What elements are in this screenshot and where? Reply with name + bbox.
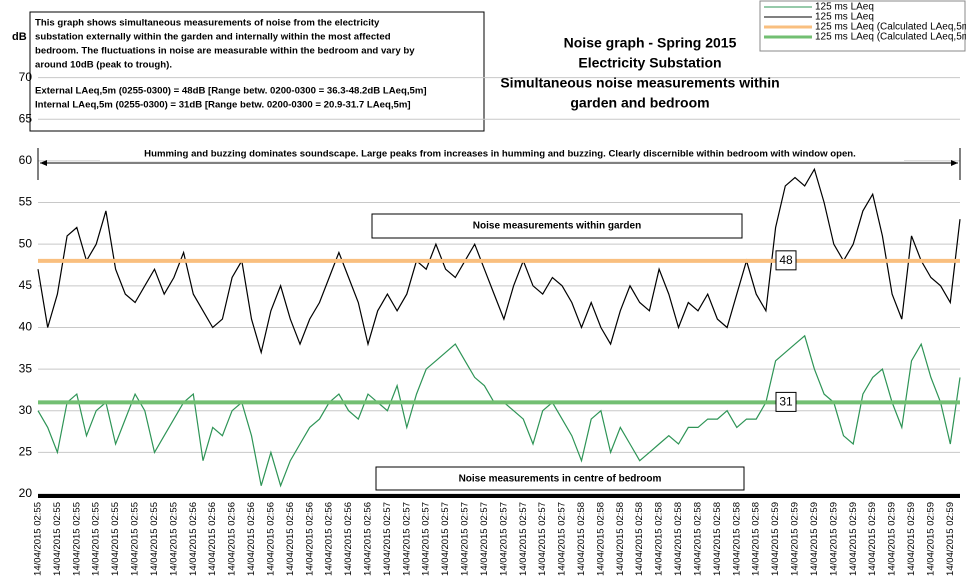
x-tick-label: 14/04/2015 02:57 (518, 502, 529, 576)
info-text: Internal LAeq,5m (0255-0300) = 31dB [Ran… (35, 100, 411, 111)
chart-title: Simultaneous noise measurements within (500, 75, 779, 91)
annotation: Noise measurements in centre of bedroom (459, 474, 662, 485)
y-tick-label: 35 (19, 361, 33, 375)
x-tick-label: 14/04/2015 02:59 (906, 502, 917, 576)
y-tick-label: 60 (19, 153, 33, 167)
x-tick-label: 14/04/2015 02:55 (91, 502, 102, 576)
x-tick-label: 14/04/2015 02:56 (304, 502, 315, 576)
x-tick-label: 14/04/2015 02:58 (595, 502, 606, 576)
value-label-box (775, 250, 797, 271)
garden-box (371, 213, 743, 239)
x-tick-label: 14/04/2015 02:57 (401, 502, 412, 576)
legend-label: 125 ms LAeq (815, 2, 874, 13)
x-tick-label: 14/04/2015 02:59 (770, 502, 781, 576)
info-box (29, 11, 485, 132)
x-tick-label: 14/04/2015 02:58 (615, 502, 626, 576)
y-tick-label: 30 (19, 403, 33, 417)
x-tick-label: 14/04/2015 02:59 (809, 502, 820, 576)
y-tick-label: 20 (19, 486, 33, 500)
x-tick-label: 14/04/2015 02:59 (925, 502, 936, 576)
x-tick-label: 14/04/2015 02:58 (751, 502, 762, 576)
chart-title: Noise graph - Spring 2015 (564, 35, 737, 51)
x-tick-label: 14/04/2015 02:59 (867, 502, 878, 576)
x-tick-label: 14/04/2015 02:59 (945, 502, 956, 576)
legend-label: 125 ms LAeq (815, 12, 874, 23)
y-tick-label: 50 (19, 236, 33, 250)
info-text: around 10dB (peak to trough). (35, 60, 172, 71)
y-tick-label: 70 (19, 70, 33, 84)
x-tick-label: 14/04/2015 02:56 (207, 502, 218, 576)
y-tick-label: 25 (19, 445, 33, 459)
y-tick-label: 55 (19, 195, 33, 209)
x-tick-label: 14/04/2015 02:56 (265, 502, 276, 576)
x-tick-label: 14/04/2015 02:57 (498, 502, 509, 576)
data-line (37, 167, 961, 355)
x-tick-label: 14/04/2015 02:59 (828, 502, 839, 576)
x-tick-label: 14/04/2015 02:55 (110, 502, 121, 576)
x-tick-label: 14/04/2015 02:58 (634, 502, 645, 576)
x-tick-label: 14/04/2015 02:58 (712, 502, 723, 576)
y-tick-label: 40 (19, 320, 33, 334)
chart-title: garden and bedroom (570, 95, 709, 111)
chart-title: Electricity Substation (578, 55, 721, 71)
legend-label: 125 ms LAeq (Calculated LAeq,5m (815, 22, 966, 33)
info-text: substation externally within the garden … (35, 32, 391, 43)
x-tick-label: 14/04/2015 02:55 (149, 502, 160, 576)
x-tick-label: 14/04/2015 02:57 (421, 502, 432, 576)
x-tick-label: 14/04/2015 02:57 (537, 502, 548, 576)
x-tick-label: 14/04/2015 02:55 (33, 502, 44, 576)
x-tick-label: 14/04/2015 02:57 (382, 502, 393, 576)
x-tick-label: 14/04/2015 02:57 (440, 502, 451, 576)
x-tick-label: 14/04/2015 02:57 (479, 502, 490, 576)
info-text: bedroom. The fluctuations in noise are m… (35, 46, 415, 57)
annotation-bg (100, 147, 904, 161)
x-tick-label: 14/04/2015 02:58 (692, 502, 703, 576)
annotation: Humming and buzzing dominates soundscape… (144, 149, 856, 160)
x-tick-label: 14/04/2015 02:59 (887, 502, 898, 576)
x-tick-label: 14/04/2015 02:56 (324, 502, 335, 576)
info-text: This graph shows simultaneous measuremen… (35, 18, 380, 29)
y-axis-label: dB (12, 31, 27, 43)
y-tick-label: 65 (19, 111, 33, 125)
x-tick-label: 14/04/2015 02:56 (227, 502, 238, 576)
bedroom-box (375, 466, 745, 491)
x-tick-label: 14/04/2015 02:55 (71, 502, 82, 576)
x-tick-label: 14/04/2015 02:57 (460, 502, 471, 576)
x-tick-label: 14/04/2015 02:56 (246, 502, 257, 576)
x-tick-label: 14/04/2015 02:56 (188, 502, 199, 576)
x-tick-label: 14/04/2015 02:58 (576, 502, 587, 576)
y-tick-label: 45 (19, 278, 33, 292)
x-tick-label: 14/04/2015 02:59 (848, 502, 859, 576)
x-tick-label: 14/04/2015 02:56 (285, 502, 296, 576)
x-tick-label: 14/04/2015 02:58 (731, 502, 742, 576)
x-tick-label: 14/04/2015 02:58 (654, 502, 665, 576)
value-label: 48 (779, 253, 793, 267)
x-tick-label: 14/04/2015 02:58 (673, 502, 684, 576)
x-tick-label: 14/04/2015 02:56 (362, 502, 373, 576)
value-label-box (775, 391, 797, 412)
value-label: 31 (779, 395, 793, 409)
x-tick-label: 14/04/2015 02:56 (343, 502, 354, 576)
info-text: External LAeq,5m (0255-0300) = 48dB [Ran… (35, 86, 427, 97)
annotation: Noise measurements within garden (473, 221, 641, 232)
x-tick-label: 14/04/2015 02:55 (52, 502, 63, 576)
x-tick-label: 14/04/2015 02:57 (557, 502, 568, 576)
x-tick-label: 14/04/2015 02:55 (168, 502, 179, 576)
legend-label: 125 ms LAeq (Calculated LAeq,5m (815, 32, 966, 43)
x-tick-label: 14/04/2015 02:55 (130, 502, 141, 576)
x-tick-label: 14/04/2015 02:59 (790, 502, 801, 576)
